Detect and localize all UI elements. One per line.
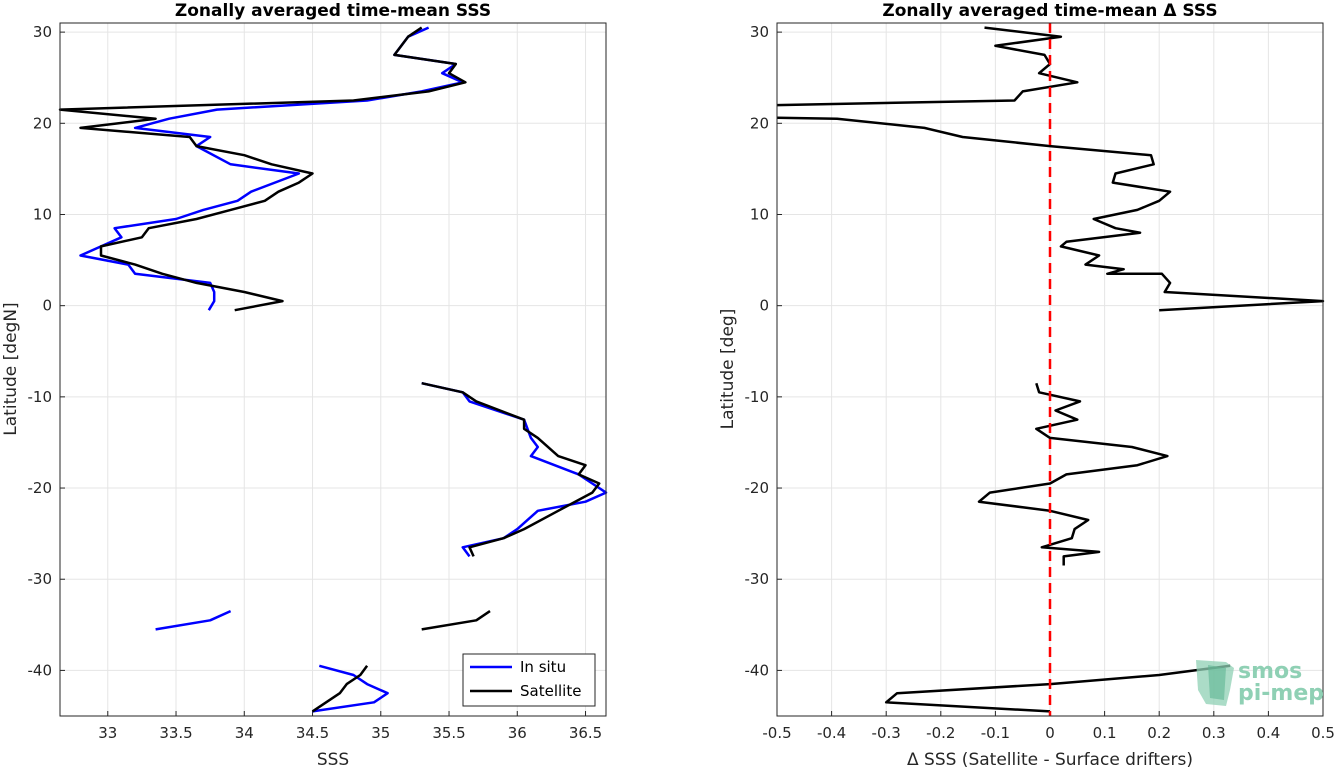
- sss-y-tick-label: 20: [33, 114, 52, 132]
- delta-x-tick-label: 0: [1045, 724, 1055, 742]
- sss-in-situ-line: [312, 664, 389, 713]
- delta-series: [776, 23, 1325, 716]
- sss-x-axis-label: SSS: [317, 750, 349, 769]
- delta-x-tick-label: 0.1: [1093, 724, 1117, 742]
- sss-in-situ-line: [155, 609, 232, 631]
- smos-pi-mep-logo: smos pi-mep: [1196, 659, 1324, 706]
- delta-y-tick-label: 0: [759, 297, 769, 315]
- delta-y-tick-label: -20: [745, 479, 770, 497]
- delta-x-tick-label: -0.1: [981, 724, 1010, 742]
- sss-legend: In situ Satellite: [462, 653, 596, 707]
- delta-axes-box: [776, 22, 1324, 717]
- sss-x-tick-label: 34: [235, 724, 254, 742]
- sss-in-situ-line: [79, 26, 464, 311]
- sss-grid: [60, 23, 606, 716]
- delta-x-tick-label: 0.5: [1311, 724, 1335, 742]
- sss-x-tick-label: 36: [508, 724, 527, 742]
- delta-y-tick-label: -30: [745, 570, 770, 588]
- logo-text-line2: pi-mep: [1238, 681, 1324, 706]
- sss-x-tick-label: 34.5: [296, 724, 329, 742]
- sss-ticks: 33 33.5 34 34.5 35 35.5 36 36.5 -40 -30 -20 -10 0 10 2…: [28, 23, 603, 742]
- sss-x-tick-label: 35.5: [432, 724, 465, 742]
- sss-satellite-line: [311, 665, 369, 713]
- delta-x-tick-label: -0.3: [872, 724, 901, 742]
- delta-series-0-line: [776, 26, 1079, 107]
- delta-y-tick-label: 30: [750, 23, 769, 41]
- sss-x-tick-label: 33.5: [159, 724, 192, 742]
- sss-series: [58, 26, 608, 713]
- delta-x-tick-label: -0.4: [817, 724, 846, 742]
- sss-y-tick-label: 0: [42, 297, 52, 315]
- logo-text-line1: smos: [1238, 659, 1302, 684]
- delta-series-0-line: [884, 664, 1231, 713]
- delta-x-tick-label: 0.3: [1202, 724, 1226, 742]
- sss-y-tick-label: 10: [33, 205, 52, 223]
- sss-y-tick-label: -10: [28, 388, 53, 406]
- sss-chart-title: Zonally averaged time-mean SSS: [175, 1, 491, 21]
- sss-y-tick-label: 30: [33, 23, 52, 41]
- sss-axes-box: [59, 22, 607, 717]
- sss-x-tick-label: 36.5: [569, 724, 602, 742]
- legend-box: [462, 653, 596, 707]
- delta-x-axis-label: Δ SSS (Satellite - Surface drifters): [907, 750, 1193, 769]
- delta-ticks: -0.5 -0.4 -0.3 -0.2 -0.1 0 0.1 0.2 0.3 0.4 0.5 -40 -…: [745, 23, 1335, 742]
- sss-satellite-line: [421, 381, 601, 557]
- delta-x-tick-label: -0.5: [762, 724, 791, 742]
- sss-satellite-line: [58, 26, 467, 312]
- delta-y-tick-label: 10: [750, 205, 769, 223]
- delta-y-tick-label: -40: [745, 661, 770, 679]
- sss-panel: 33 33.5 34 34.5 35 35.5 36 36.5 -40 -30 -20 -10 0 10 2…: [1, 1, 608, 769]
- sss-x-tick-label: 35: [371, 724, 390, 742]
- sss-y-axis-label: Latitude [degN]: [1, 302, 21, 435]
- sss-y-tick-label: -20: [28, 479, 53, 497]
- delta-x-tick-label: 0.4: [1256, 724, 1280, 742]
- delta-x-tick-label: 0.2: [1147, 724, 1171, 742]
- sss-y-tick-label: -40: [28, 661, 53, 679]
- delta-chart-title: Zonally averaged time-mean Δ SSS: [882, 1, 1217, 21]
- delta-sss-panel: -0.5 -0.4 -0.3 -0.2 -0.1 0 0.1 0.2 0.3 0.4 0.5 -40 -…: [718, 1, 1335, 769]
- delta-series-0-line: [776, 116, 1325, 312]
- delta-y-axis-label: Latitude [deg]: [718, 309, 738, 430]
- delta-y-tick-label: -10: [745, 388, 770, 406]
- sss-y-tick-label: -30: [28, 570, 53, 588]
- delta-y-tick-label: 20: [750, 114, 769, 132]
- legend-satellite-label: Satellite: [520, 682, 581, 700]
- legend-in-situ-label: In situ: [520, 658, 566, 676]
- sss-satellite-line: [421, 610, 491, 631]
- delta-x-tick-label: -0.2: [926, 724, 955, 742]
- sss-plot-area: [60, 23, 606, 716]
- delta-series-0-line: [977, 382, 1169, 566]
- sss-x-tick-label: 33: [98, 724, 117, 742]
- logo-mark-shade-icon: [1208, 665, 1226, 700]
